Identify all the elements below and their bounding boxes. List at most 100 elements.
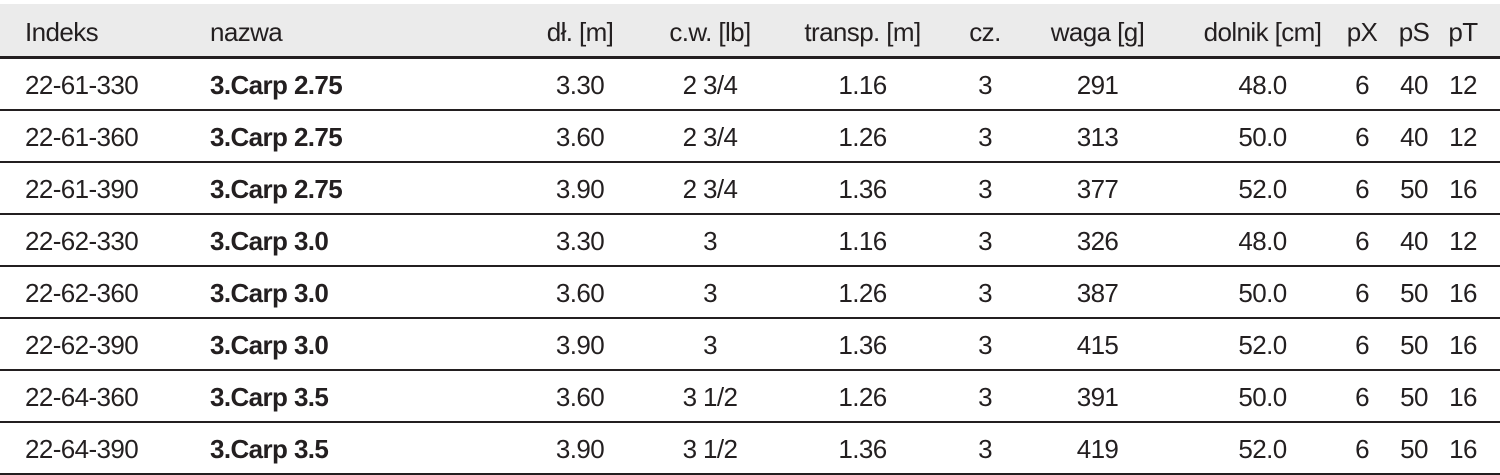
dlugosc-cell: 3.60 [555, 122, 605, 152]
table-row: 22-61-360 3.Carp 2.75 3.60 2 3/4 1.26 3 313 50.… [0, 111, 1500, 163]
transport-cell: 1.26 [838, 278, 887, 308]
indeks-cell: 22-61-390 [25, 174, 139, 204]
transport-cell: 1.36 [838, 174, 887, 204]
czesci-cell: 3 [978, 122, 992, 152]
ps-cell: 50 [1400, 174, 1428, 204]
ps-cell: 50 [1400, 382, 1428, 412]
cw-cell: 3 1/2 [682, 382, 738, 412]
waga-cell: 415 [1076, 330, 1119, 360]
cw-cell: 3 [703, 226, 717, 256]
waga-cell: 377 [1076, 174, 1119, 204]
pt-cell: 16 [1449, 330, 1477, 360]
waga-cell: 387 [1076, 278, 1119, 308]
czesci-cell: 3 [978, 226, 992, 256]
indeks-cell: 22-62-330 [25, 226, 139, 256]
nazwa-cell: 3.Carp 3.5 [210, 434, 329, 464]
czesci-cell: cz. [969, 17, 1001, 47]
indeks-cell: 22-64-390 [25, 434, 139, 464]
px-cell: 6 [1355, 174, 1369, 204]
table-row: 22-62-330 3.Carp 3.0 3.30 3 1.16 3 326 48.0 6 40 1… [0, 215, 1500, 267]
dolnik-cell: dolnik [cm] [1203, 17, 1322, 47]
pt-cell: 12 [1449, 122, 1477, 152]
dolnik-cell: 48.0 [1238, 226, 1287, 256]
dolnik-cell: 52.0 [1238, 434, 1287, 464]
transport-cell: 1.36 [838, 434, 887, 464]
czesci-cell: 3 [978, 434, 992, 464]
dolnik-cell: 50.0 [1238, 122, 1287, 152]
dlugosc-cell: 3.90 [555, 330, 605, 360]
transport-cell: 1.36 [838, 330, 887, 360]
px-cell: 6 [1355, 122, 1369, 152]
indeks-cell: 22-64-360 [25, 382, 139, 412]
dlugosc-cell: 3.90 [555, 434, 605, 464]
transport-cell: 1.16 [838, 226, 887, 256]
table-header: Indeks nazwa dł. [m] c.w. [lb] transp. [m] cz… [0, 4, 1500, 59]
ps-cell: 50 [1400, 434, 1428, 464]
waga-cell: 313 [1076, 122, 1119, 152]
dlugosc-cell: 3.60 [555, 278, 605, 308]
waga-cell: 291 [1076, 70, 1119, 100]
waga-cell: 326 [1076, 226, 1119, 256]
table-row: 22-61-390 3.Carp 2.75 3.90 2 3/4 1.36 3 377 52.… [0, 163, 1500, 215]
czesci-cell: 3 [978, 174, 992, 204]
waga-cell: 419 [1076, 434, 1119, 464]
pt-cell: 12 [1449, 70, 1477, 100]
cw-cell: 3 [703, 278, 717, 308]
dolnik-cell: 52.0 [1238, 174, 1287, 204]
table-row: 22-64-390 3.Carp 3.5 3.90 3 1/2 1.36 3 419 52.0… [0, 423, 1500, 475]
transport-cell: 1.26 [838, 382, 887, 412]
dlugosc-cell: dł. [m] [546, 17, 614, 47]
ps-cell: 40 [1400, 122, 1428, 152]
dolnik-cell: 50.0 [1238, 382, 1287, 412]
ps-cell: 40 [1400, 70, 1428, 100]
nazwa-cell: 3.Carp 2.75 [210, 174, 343, 204]
px-cell: 6 [1355, 330, 1369, 360]
ps-cell: 40 [1400, 226, 1428, 256]
dlugosc-cell: 3.30 [555, 226, 605, 256]
czesci-cell: 3 [978, 382, 992, 412]
pt-cell: 16 [1449, 174, 1477, 204]
dolnik-cell: 52.0 [1238, 330, 1287, 360]
dlugosc-cell: 3.90 [555, 174, 605, 204]
table-row: 22-62-360 3.Carp 3.0 3.60 3 1.26 3 387 50.0 6 50 1… [0, 267, 1500, 319]
ps-cell: 50 [1400, 330, 1428, 360]
indeks-cell: 22-61-330 [25, 70, 139, 100]
cw-cell: c.w. [lb] [669, 17, 751, 47]
pt-cell: 16 [1449, 278, 1477, 308]
pt-cell: 16 [1449, 434, 1477, 464]
dolnik-cell: 50.0 [1238, 278, 1287, 308]
czesci-cell: 3 [978, 278, 992, 308]
pt-cell: 12 [1449, 226, 1477, 256]
px-cell: 6 [1355, 226, 1369, 256]
pt-cell: 16 [1449, 382, 1477, 412]
indeks-cell: 22-62-390 [25, 330, 139, 360]
waga-cell: waga [g] [1050, 17, 1145, 47]
px-cell: 6 [1355, 382, 1369, 412]
cw-cell: 2 3/4 [682, 122, 738, 152]
czesci-cell: 3 [978, 70, 992, 100]
nazwa-cell: 3.Carp 2.75 [210, 70, 343, 100]
transport-cell: transp. [m] [804, 17, 921, 47]
table-row: 22-64-360 3.Carp 3.5 3.60 3 1/2 1.26 3 391 50.0… [0, 371, 1500, 423]
waga-cell: 391 [1076, 382, 1119, 412]
cw-cell: 3 [703, 330, 717, 360]
ps-cell: 50 [1400, 278, 1428, 308]
nazwa-cell: 3.Carp 3.5 [210, 382, 329, 412]
nazwa-cell: 3.Carp 3.0 [210, 226, 329, 256]
indeks-cell: 22-62-360 [25, 278, 139, 308]
dolnik-cell: 48.0 [1238, 70, 1287, 100]
nazwa-cell: 3.Carp 3.0 [210, 330, 329, 360]
dlugosc-cell: 3.60 [555, 382, 605, 412]
px-cell: 6 [1355, 434, 1369, 464]
czesci-cell: 3 [978, 330, 992, 360]
cw-cell: 2 3/4 [682, 174, 738, 204]
px-cell: 6 [1355, 278, 1369, 308]
px-cell: pX [1346, 17, 1378, 47]
table-row: 22-61-330 3.Carp 2.75 3.30 2 3/4 1.16 3 291 48.… [0, 59, 1500, 111]
transport-cell: 1.16 [838, 70, 887, 100]
ps-cell: pS [1398, 17, 1430, 47]
dlugosc-cell: 3.30 [555, 70, 605, 100]
cw-cell: 2 3/4 [682, 70, 738, 100]
nazwa-cell: 3.Carp 2.75 [210, 122, 343, 152]
